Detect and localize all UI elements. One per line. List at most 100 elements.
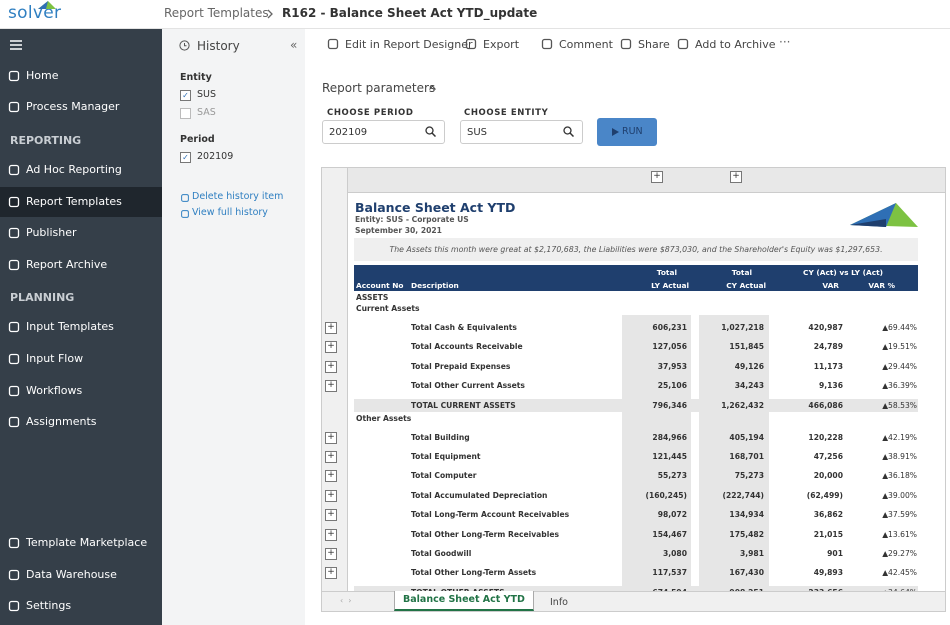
expand-row-button[interactable]: +: [325, 451, 337, 463]
checkbox[interactable]: ✓: [180, 90, 191, 101]
nav-label: Settings: [26, 599, 72, 612]
nav-item[interactable]: Data Warehouse: [0, 560, 162, 590]
row-value: 20,000: [813, 471, 843, 481]
row-value: ▲13.61%: [882, 529, 917, 539]
value-band: [699, 315, 769, 591]
icon: [8, 353, 20, 365]
total-band: [354, 398, 918, 412]
row-label: Total Other Long-Term Assets: [411, 568, 537, 578]
entity-param-label: CHOOSE ENTITY: [464, 108, 549, 118]
nav-item[interactable]: Publisher: [0, 218, 162, 248]
entity-label: Entity: [180, 72, 212, 83]
row-value: 167,430: [729, 568, 764, 578]
icon: [8, 569, 20, 581]
row-value: 796,346: [652, 400, 687, 410]
section-title: PLANNING: [10, 291, 75, 304]
breadcrumb-parent[interactable]: Report Templates: [164, 6, 269, 20]
checkbox[interactable]: ✓: [180, 152, 191, 163]
nav-label: Report Archive: [26, 258, 108, 271]
nav-item[interactable]: Workflows: [0, 376, 162, 406]
row-value: 117,537: [652, 568, 687, 578]
expand-row-button[interactable]: +: [325, 548, 337, 560]
nav-item[interactable]: Report Archive: [0, 250, 162, 280]
history-link[interactable]: Delete history item: [192, 191, 284, 202]
parameters-title[interactable]: Report parameters: [322, 81, 436, 95]
expand-row-button[interactable]: +: [325, 431, 337, 444]
expand-row-button[interactable]: +: [325, 509, 337, 522]
nav-item[interactable]: Template Marketplace: [0, 528, 162, 558]
row-value: 1,262,432: [721, 400, 764, 410]
entity-input[interactable]: SUS: [460, 120, 583, 144]
row-value: (160,245): [645, 490, 687, 500]
row-value: 24,789: [813, 342, 843, 352]
report-viewer: + + Balance Sheet Act YTD Entity: SUS - …: [321, 167, 946, 612]
row-value: 9,136: [818, 381, 843, 391]
nav-label: Data Warehouse: [26, 568, 117, 581]
nav-label: Ad Hoc Reporting: [26, 163, 122, 176]
table-header: [354, 265, 918, 291]
expand-row-button[interactable]: +: [325, 470, 337, 483]
row-value: ▲36.18%: [882, 471, 917, 481]
row-value: 154,467: [652, 529, 687, 539]
report-title: Balance Sheet Act YTD: [355, 200, 516, 215]
sheet-tab[interactable]: Info: [550, 597, 568, 608]
period-input[interactable]: 202109: [322, 120, 445, 144]
tab-nav[interactable]: ‹ ›: [340, 596, 352, 605]
icon: [8, 196, 20, 208]
column-header: VAR %: [868, 281, 895, 290]
expand-row-button[interactable]: +: [325, 322, 337, 334]
sheet-tab[interactable]: Balance Sheet Act YTD: [394, 591, 534, 611]
checkbox[interactable]: [180, 108, 191, 119]
sidebar: Home Process Manager REPORTING Ad Hoc Repor…: [0, 29, 162, 625]
icon: [8, 321, 20, 333]
collapse-icon[interactable]: «: [290, 38, 298, 52]
toolbar-action[interactable]: Add to Archive: [695, 38, 776, 51]
row-label: Total Other Current Assets: [411, 381, 525, 391]
row-value: (222,744): [722, 490, 764, 500]
row-value: 901: [827, 549, 843, 558]
period-param-label: CHOOSE PERIOD: [327, 108, 414, 118]
expand-row-button[interactable]: +: [325, 528, 337, 541]
row-value: ▲38.91%: [882, 452, 917, 461]
row-value: 21,015: [813, 529, 843, 539]
column-header: Total: [656, 268, 677, 277]
row-value: ▲37.59%: [882, 510, 917, 520]
toolbar-action[interactable]: Export: [483, 38, 520, 51]
run-button[interactable]: RUN: [597, 118, 657, 146]
row-value: ▲34.64%: [882, 588, 917, 591]
toolbar-action[interactable]: Edit in Report Designer: [345, 38, 473, 51]
toolbar-action[interactable]: Comment: [559, 38, 613, 51]
nav-item[interactable]: Home: [0, 61, 162, 91]
expand-column-button[interactable]: +: [730, 171, 742, 183]
nav-item[interactable]: Assignments: [0, 407, 162, 437]
more-icon[interactable]: ···: [779, 35, 791, 49]
column-header: Account No: [356, 281, 404, 290]
expand-row-button[interactable]: +: [325, 341, 337, 354]
expand-row-button[interactable]: +: [325, 360, 337, 373]
row-value: 25,106: [657, 381, 687, 391]
row-value: 121,445: [652, 452, 687, 461]
expand-row-button[interactable]: +: [325, 489, 337, 502]
expand-row-button[interactable]: +: [325, 567, 337, 580]
expand-row-button[interactable]: +: [325, 380, 337, 393]
nav-item[interactable]: Input Flow: [0, 344, 162, 374]
icon: [620, 38, 632, 50]
history-title: History: [197, 39, 240, 53]
play-icon: [612, 128, 619, 136]
nav-item[interactable]: Ad Hoc Reporting: [0, 155, 162, 185]
top-bar: solver Report Templates R162 - Balance S…: [0, 0, 950, 29]
row-value: 34,243: [734, 381, 764, 391]
expand-column-button[interactable]: +: [651, 171, 663, 183]
nav-item[interactable]: Input Templates: [0, 312, 162, 342]
toolbar-action[interactable]: Share: [638, 38, 670, 51]
row-value: ▲19.51%: [882, 342, 917, 352]
row-value: 168,701: [729, 452, 764, 461]
nav-item[interactable]: Report Templates: [0, 187, 162, 217]
run-label: RUN: [622, 126, 643, 137]
search-icon: [563, 126, 574, 137]
history-link[interactable]: View full history: [192, 207, 268, 218]
nav-item[interactable]: Process Manager: [0, 92, 162, 122]
nav-item[interactable]: Settings: [0, 591, 162, 621]
menu-icon[interactable]: [10, 40, 22, 50]
row-value: ▲42.19%: [882, 432, 917, 442]
